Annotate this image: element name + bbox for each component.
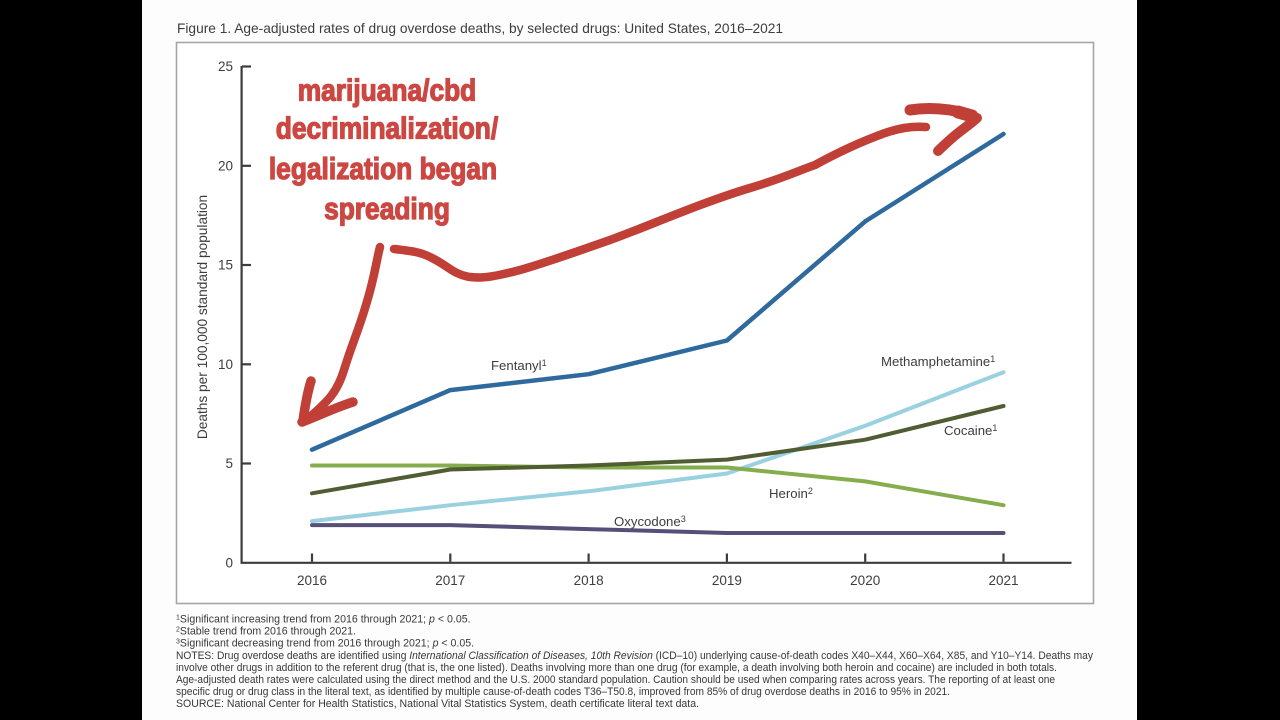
svg-text:0: 0 xyxy=(225,556,233,571)
svg-text:2018: 2018 xyxy=(574,573,604,588)
svg-text:specific drug or drug class in: specific drug or drug class in the liter… xyxy=(176,686,950,698)
svg-text:2Stable trend from 2016 throug: 2Stable trend from 2016 through 2021. xyxy=(176,626,356,638)
svg-text:decriminalization/: decriminalization/ xyxy=(276,112,498,146)
svg-text:25: 25 xyxy=(218,59,233,74)
svg-text:2017: 2017 xyxy=(435,573,465,588)
svg-text:SOURCE: National Center for He: SOURCE: National Center for Health Stati… xyxy=(176,698,699,710)
svg-text:Heroin2: Heroin2 xyxy=(769,486,813,501)
svg-text:Fentanyl1: Fentanyl1 xyxy=(491,358,547,373)
svg-text:2016: 2016 xyxy=(297,573,327,588)
svg-text:NOTES: Drug overdose deaths ar: NOTES: Drug overdose deaths are identifi… xyxy=(176,650,1094,662)
svg-text:2019: 2019 xyxy=(712,573,742,588)
svg-text:15: 15 xyxy=(218,258,233,273)
svg-text:2021: 2021 xyxy=(988,573,1018,588)
svg-text:Age-adjusted death rates were: Age-adjusted death rates were calculated… xyxy=(176,674,1055,686)
svg-text:5: 5 xyxy=(225,456,233,471)
svg-text:Figure 1. Age-adjusted rates o: Figure 1. Age-adjusted rates of drug ove… xyxy=(177,21,783,36)
svg-text:Oxycodone3: Oxycodone3 xyxy=(614,514,686,529)
svg-text:Methamphetamine1: Methamphetamine1 xyxy=(881,354,995,369)
svg-text:1Significant increasing trend: 1Significant increasing trend from 2016 … xyxy=(176,614,471,626)
svg-text:10: 10 xyxy=(218,357,233,372)
svg-text:Cocaine1: Cocaine1 xyxy=(944,423,997,438)
svg-text:2020: 2020 xyxy=(850,573,880,588)
svg-text:20: 20 xyxy=(218,159,233,174)
svg-text:involve other drugs in additio: involve other drugs in addition to the r… xyxy=(176,662,1057,674)
svg-text:Deaths per 100,000 standard po: Deaths per 100,000 standard population xyxy=(195,195,210,439)
svg-text:marijuana/cbd: marijuana/cbd xyxy=(298,74,477,108)
svg-text:3Significant decreasing trend: 3Significant decreasing trend from 2016 … xyxy=(176,638,474,650)
svg-text:legalization began: legalization began xyxy=(269,152,497,186)
svg-text:spreading: spreading xyxy=(324,192,450,226)
